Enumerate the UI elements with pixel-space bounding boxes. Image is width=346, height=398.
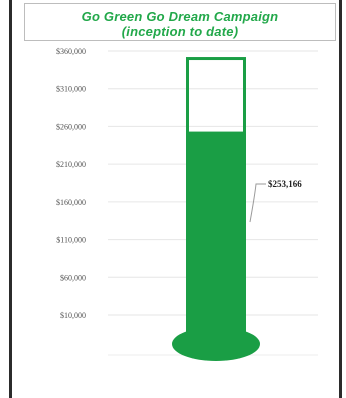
y-axis-ticks: $10,000 $60,000 $110,000 $160,000 $210,000 $2… — [56, 47, 86, 320]
thermometer: $253,166 — [172, 57, 302, 361]
y-tick-label: $360,000 — [56, 47, 86, 56]
thermometer-tube-outline — [186, 57, 246, 346]
y-tick-label: $310,000 — [56, 85, 86, 94]
chart-title: Go Green Go Dream Campaign — [81, 9, 279, 24]
right-frame-border — [339, 0, 342, 398]
chart-title-box: Go Green Go Dream Campaign (inception to… — [24, 3, 336, 41]
y-tick-label: $160,000 — [56, 198, 86, 207]
y-tick-label: $110,000 — [56, 236, 86, 245]
chart-subtitle: (inception to date) — [121, 24, 239, 39]
y-tick-label: $210,000 — [56, 160, 86, 169]
left-frame-border — [9, 0, 12, 398]
data-label-leader — [249, 183, 266, 223]
y-tick-label: $260,000 — [56, 122, 86, 131]
data-label: $253,166 — [268, 179, 302, 189]
y-tick-label: $10,000 — [60, 311, 86, 320]
y-tick-label: $60,000 — [60, 273, 86, 282]
thermometer-fill-bar — [186, 131, 246, 344]
